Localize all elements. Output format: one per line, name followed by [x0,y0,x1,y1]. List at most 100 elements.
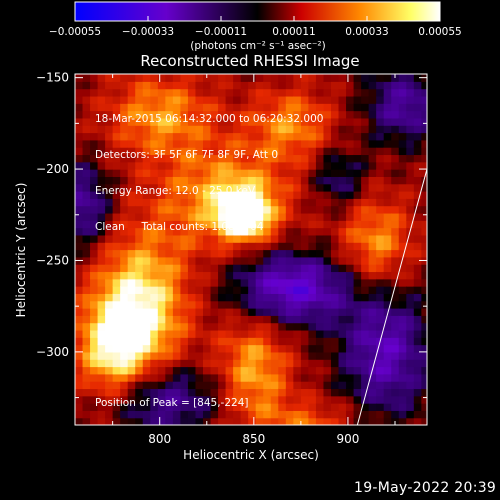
heatmap-cell [210,381,219,390]
heatmap-cell [338,154,347,163]
heatmap-cell [180,117,189,126]
heatmap-cell [150,169,159,177]
heatmap-cell [353,176,362,185]
heatmap-cell [195,176,204,185]
heatmap-cell [368,125,377,134]
heatmap-cell [240,329,249,338]
heatmap-cell [150,139,159,148]
heatmap-cell [127,227,136,236]
heatmap-cell [105,337,114,346]
heatmap-cell [105,417,114,425]
heatmap-cell [218,366,227,375]
heatmap-cell [225,388,234,397]
heatmap-cell [293,351,302,360]
heatmap-cell [361,381,370,390]
heatmap-cell [391,205,400,214]
heatmap-cell [338,95,347,104]
heatmap-cell [278,417,287,425]
heatmap-cell [346,242,355,251]
heatmap-cell [398,322,407,331]
heatmap-cell [383,337,392,346]
heatmap-cell [300,147,310,156]
heatmap-cell [180,176,189,185]
heatmap-cell [391,242,400,251]
heatmap-cell [210,417,219,425]
heatmap-cell [338,103,347,112]
heatmap-cell [75,139,84,148]
heatmap-cell [331,176,340,185]
heatmap-cell [135,132,144,141]
heatmap-cell [285,278,294,287]
heatmap-cell [172,351,182,360]
heatmap-cell [112,329,121,338]
heatmap-cell [150,351,159,360]
heatmap-cell [135,337,144,346]
heatmap-cell [278,286,287,294]
heatmap-cell [346,271,355,280]
heatmap-cell [233,344,242,353]
heatmap-cell [210,212,219,221]
heatmap-cell [240,176,249,185]
heatmap-cell [187,388,197,397]
heatmap-cell [391,139,400,148]
heatmap-cell [421,322,427,331]
heatmap-cell [120,220,129,229]
heatmap-cell [105,205,114,214]
heatmap-cell [142,249,151,258]
heatmap-cell [255,300,264,309]
heatmap-cell [210,410,219,419]
heatmap-cell [112,351,121,360]
heatmap-cell [135,373,144,382]
heatmap-cell [90,212,99,221]
heatmap-cell [255,191,264,199]
heatmap-cell [353,329,362,338]
heatmap-cell [248,300,257,309]
heatmap-cell [278,351,287,360]
heatmap-cell [195,161,204,170]
heatmap-cell [263,322,272,331]
heatmap-cell [180,293,189,302]
heatmap-cell [187,286,197,294]
heatmap-cell [308,198,317,207]
heatmap-cell [180,344,189,353]
heatmap-cell [240,234,249,243]
heatmap-cell [165,359,174,368]
heatmap-cell [323,220,332,229]
heatmap-cell [97,242,106,251]
heatmap-cell [308,256,317,265]
heatmap-cell [82,395,91,404]
heatmap-cell [383,264,392,273]
heatmap-cell [82,154,91,163]
heatmap-cell [210,139,219,148]
heatmap-cell [293,198,302,207]
heatmap-cell [157,271,166,280]
heatmap-cell [233,286,242,294]
heatmap-cell [331,117,340,126]
heatmap-cell [112,322,121,331]
heatmap-cell [240,271,249,280]
heatmap-cell [315,351,325,360]
heatmap-cell [135,88,144,97]
heatmap-cell [361,147,370,156]
heatmap-cell [233,388,242,397]
heatmap-cell [255,154,264,163]
heatmap-cell [263,234,272,243]
heatmap-cell [240,249,249,258]
heatmap-cell [376,388,385,397]
heatmap-cell [300,300,310,309]
heatmap-cell [150,278,159,287]
heatmap-cell [315,176,325,185]
heatmap-cell [421,286,427,294]
heatmap-cell [285,74,294,82]
heatmap-cell [97,300,106,309]
heatmap-cell [187,169,197,177]
heatmap-cell [361,329,370,338]
heatmap-cell [270,176,279,185]
heatmap-cell [82,212,91,221]
heatmap-cell [285,176,294,185]
heatmap-cell [82,227,91,236]
heatmap-cell [150,95,159,104]
heatmap-cell [112,293,121,302]
heatmap-cell [135,220,144,229]
heatmap-cell [203,220,212,229]
